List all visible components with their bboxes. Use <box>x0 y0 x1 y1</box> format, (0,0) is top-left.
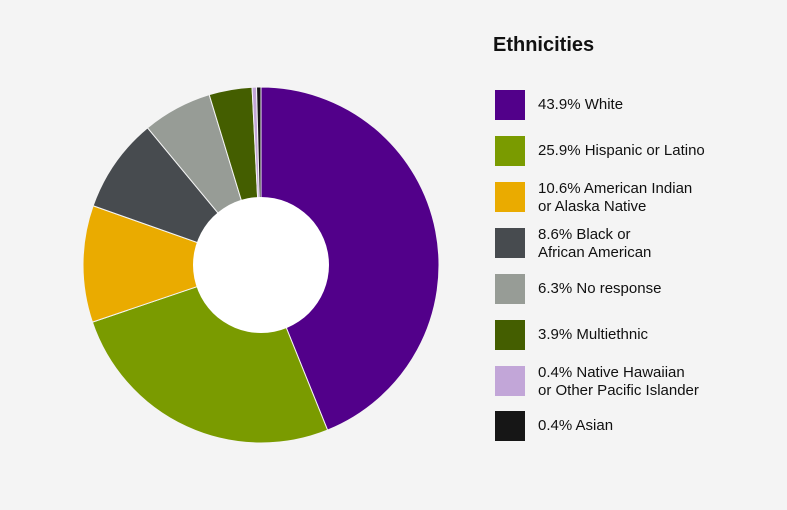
legend-item-3: 8.6% Black or African American <box>495 226 775 261</box>
legend-label-4: 6.3% No response <box>538 280 662 297</box>
legend-swatch-5 <box>495 320 525 350</box>
legend-label-2: 10.6% American Indian or Alaska Native <box>538 180 693 215</box>
legend-swatch-7 <box>495 411 525 441</box>
legend-label-7: 0.4% Asian <box>538 417 614 434</box>
chart-title: Ethnicities <box>493 34 595 56</box>
legend-swatch-0 <box>495 90 525 120</box>
legend-swatch-4 <box>495 274 525 304</box>
slice-0 <box>260 86 440 431</box>
legend-label-6: 0.4% Native Hawaiian or Other Pacific Is… <box>538 364 699 399</box>
legend-item-5: 3.9% Multiethnic <box>495 320 775 352</box>
legend-label-0: 43.9% White <box>538 96 624 113</box>
donut-hole <box>193 197 329 333</box>
legend-item-2: 10.6% American Indian or Alaska Native <box>495 180 775 215</box>
legend-label-5: 3.9% Multiethnic <box>538 326 649 343</box>
legend-label-3: 8.6% Black or African American <box>538 226 652 261</box>
legend-label-1: 25.9% Hispanic or Latino <box>538 142 705 159</box>
legend-swatch-1 <box>495 136 525 166</box>
legend-swatch-6 <box>495 366 525 396</box>
legend-item-0: 43.9% White <box>495 90 775 122</box>
slice-2 <box>82 205 263 323</box>
legend-swatch-3 <box>495 228 525 258</box>
legend-item-6: 0.4% Native Hawaiian or Other Pacific Is… <box>495 364 775 399</box>
legend-item-7: 0.4% Asian <box>495 411 775 443</box>
legend-swatch-2 <box>495 182 525 212</box>
legend-item-4: 6.3% No response <box>495 274 775 306</box>
legend-item-1: 25.9% Hispanic or Latino <box>495 136 775 168</box>
